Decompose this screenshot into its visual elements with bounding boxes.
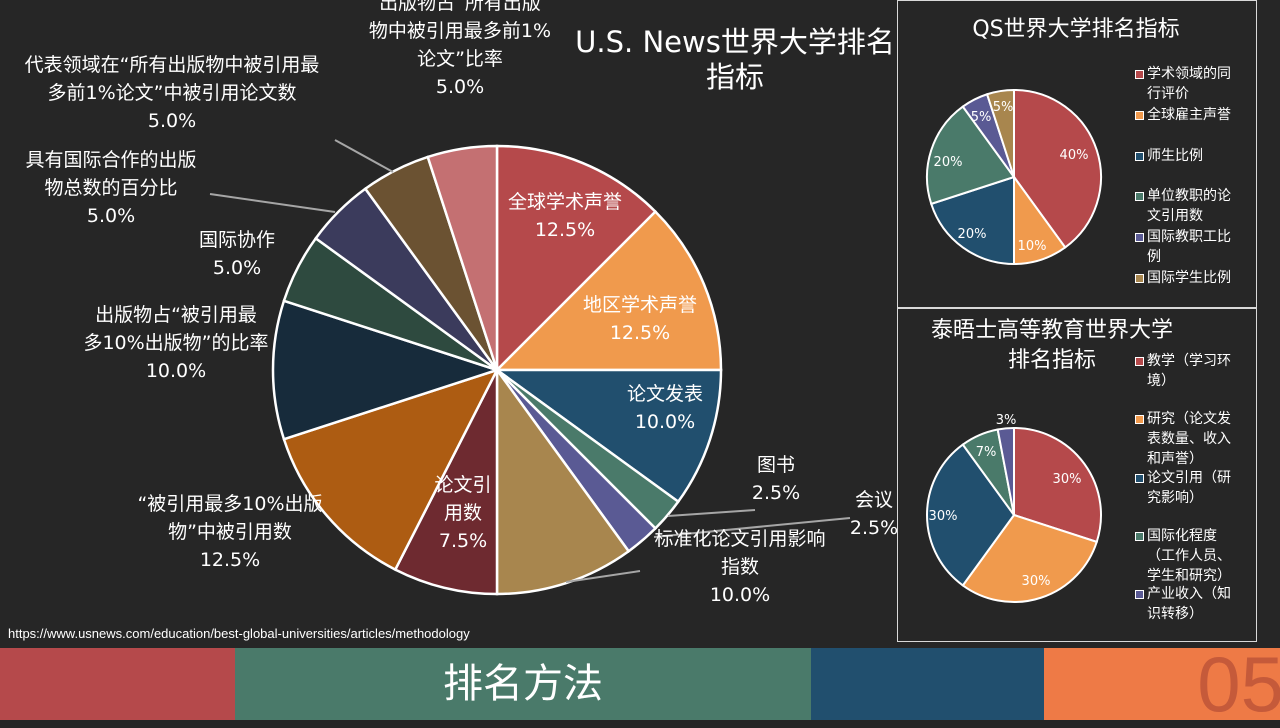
legend-swatch <box>1135 152 1144 161</box>
legend-item: 全球雇主声誉 <box>1135 105 1267 125</box>
legend-label: 究影响） <box>1147 490 1203 506</box>
slice-label: “被引用最多10%出版物”中被引用数 12.5% <box>137 493 322 571</box>
qs-panel <box>897 0 1257 308</box>
slice-label: 论文引用数 7.5% <box>434 474 491 552</box>
slice-label: 代表领域在“所有出版物中被引用最多前1%论文”中被引用论文数 5.0% <box>25 54 320 132</box>
legend-label: 国际化程度 <box>1147 528 1217 544</box>
slice-label: 会议 2.5% <box>850 489 898 539</box>
source-url[interactable]: https://www.usnews.com/education/best-gl… <box>8 626 470 641</box>
legend-swatch <box>1135 70 1144 79</box>
legend-label: 表数量、收入 <box>1147 431 1231 447</box>
slice-label: 地区学术声誉 12.5% <box>583 294 697 344</box>
legend-label: 论文引用（研 <box>1147 470 1231 486</box>
the-panel <box>897 308 1257 642</box>
legend-swatch <box>1135 274 1144 283</box>
section-title: 排名方法 <box>443 661 603 707</box>
pie-slice <box>282 367 500 572</box>
section-number: 05 <box>1197 640 1280 728</box>
leader-line <box>565 570 641 583</box>
legend-item: 研究（论文发 表数量、收入 和声誉） <box>1135 409 1267 469</box>
footer-seg-4 <box>1044 648 1280 720</box>
leader-line <box>653 517 851 538</box>
legend-label: 国际学生比例 <box>1147 270 1231 286</box>
legend-swatch <box>1135 415 1144 424</box>
slice-label: 出版物占“所有出版物中被引用最多前1%论文”比率 5.0% <box>369 0 551 98</box>
legend-swatch <box>1135 233 1144 242</box>
pie-slice <box>426 144 499 371</box>
legend-label: 行评价 <box>1147 86 1189 102</box>
legend-label: （工作人员、 <box>1147 548 1231 564</box>
pie-slice <box>495 144 658 374</box>
legend-swatch <box>1135 192 1144 201</box>
slice-label: 具有国际合作的出版物总数的百分比 5.0% <box>25 149 196 227</box>
leader-line <box>667 509 756 517</box>
legend-swatch <box>1135 111 1144 120</box>
legend-item: 国际化程度 （工作人员、 学生和研究） <box>1135 526 1267 586</box>
legend-label: 识转移） <box>1147 606 1203 622</box>
pie-slice <box>393 369 499 596</box>
slice-label: 标准化论文引用影响指数 10.0% <box>654 528 825 606</box>
slice-label: 出版物占“被引用最多10%出版物”的比率 10.0% <box>83 304 268 382</box>
legend-swatch <box>1135 590 1144 599</box>
footer-bar: 排名方法 05 <box>0 642 1280 726</box>
slice-label: 国际协作 5.0% <box>199 229 275 279</box>
legend-item: 教学（学习环 境） <box>1135 351 1267 391</box>
legend-label: 全球雇主声誉 <box>1147 107 1231 123</box>
footer-seg-2 <box>235 648 811 720</box>
footer-seg-1 <box>0 648 235 720</box>
slice-label: 全球学术声誉 12.5% <box>508 191 622 241</box>
legend-label: 产业收入（知 <box>1147 586 1231 602</box>
legend-label: 研究（论文发 <box>1147 411 1231 427</box>
legend-label: 教学（学习环 <box>1147 353 1231 369</box>
footer-seg-3 <box>811 648 1044 720</box>
legend-item: 论文引用（研 究影响） <box>1135 468 1267 508</box>
legend-label: 境） <box>1147 373 1175 389</box>
legend-item: 国际教职工比例 <box>1135 227 1267 267</box>
legend-item: 国际学生比例 <box>1135 268 1267 288</box>
legend-label: 单位教职的论 <box>1147 188 1231 204</box>
legend-item: 产业收入（知 识转移） <box>1135 584 1267 624</box>
pie-slice <box>495 366 631 596</box>
legend-label: 学生和研究） <box>1147 568 1231 584</box>
slice-label: 图书 2.5% <box>752 454 800 504</box>
legend-label: 例 <box>1147 249 1161 265</box>
legend-item: 师生比例 <box>1135 146 1267 166</box>
legend-label: 国际教职工比 <box>1147 229 1231 245</box>
leader-line <box>334 139 394 173</box>
legend-label: 师生比例 <box>1147 148 1203 164</box>
leader-line <box>209 193 336 213</box>
slice-label: 论文发表 10.0% <box>627 383 703 433</box>
chart-title: U.S. News世界大学排名指标 <box>575 25 895 94</box>
legend-swatch <box>1135 474 1144 483</box>
legend-swatch <box>1135 357 1144 366</box>
pie-slice <box>493 209 723 372</box>
pie-slice <box>271 299 502 441</box>
pie-slice <box>493 368 723 504</box>
legend-swatch <box>1135 532 1144 541</box>
legend-label: 和声誉） <box>1147 451 1203 467</box>
legend-item: 单位教职的论 文引用数 <box>1135 186 1267 226</box>
legend-label: 学术领域的同 <box>1147 66 1231 82</box>
legend-item: 学术领域的同 行评价 <box>1135 64 1267 104</box>
legend-label: 文引用数 <box>1147 208 1203 224</box>
